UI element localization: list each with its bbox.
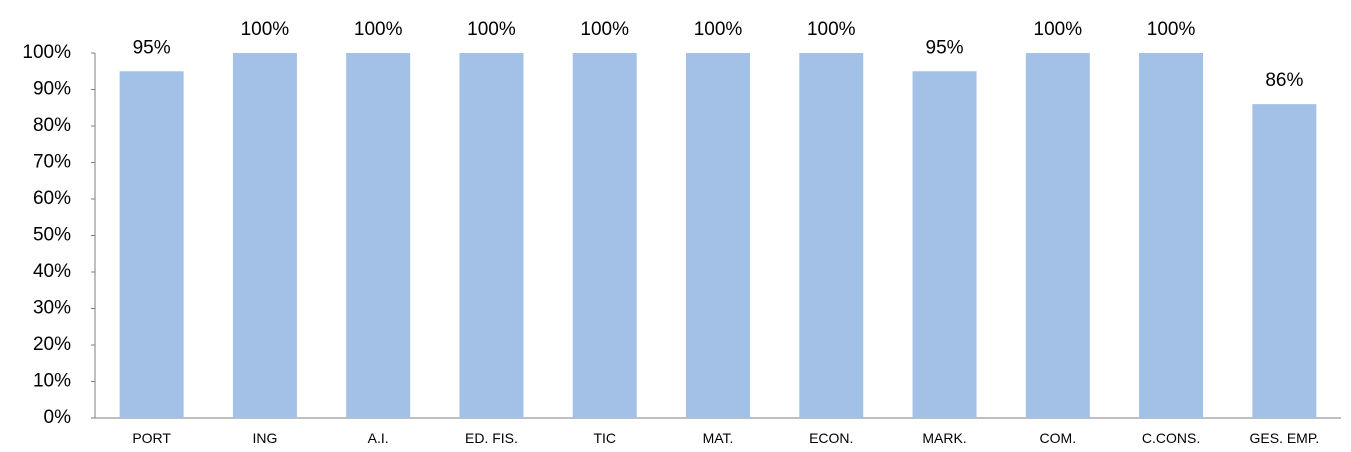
x-tick-label: ECON. xyxy=(809,430,853,446)
data-label: 95% xyxy=(926,37,964,58)
bars xyxy=(119,53,1317,418)
y-axis: 0% 10% 20% 30% 40% 50% 60% 70% 80% 90% 100% xyxy=(22,42,96,428)
bar xyxy=(572,53,637,418)
bar xyxy=(912,71,977,418)
x-tick-label: GES. EMP. xyxy=(1249,430,1319,446)
y-tick-label: 30% xyxy=(33,298,71,319)
x-tick-label: TIC xyxy=(593,430,616,446)
bar xyxy=(1252,104,1317,418)
x-tick-label: C.CONS. xyxy=(1142,430,1200,446)
x-tick-label: MAT. xyxy=(703,430,734,446)
y-tick-label: 50% xyxy=(33,225,71,246)
x-tick-label: ED. FIS. xyxy=(465,430,518,446)
x-tick-label: ING xyxy=(252,430,277,446)
data-label: 100% xyxy=(1147,19,1196,40)
y-tick-label: 10% xyxy=(33,371,71,392)
bar xyxy=(799,53,864,418)
data-label: 100% xyxy=(354,19,403,40)
data-label: 100% xyxy=(241,19,290,40)
data-label: 100% xyxy=(467,19,516,40)
data-label: 100% xyxy=(580,19,629,40)
bar xyxy=(119,71,184,418)
x-tick-label: PORT xyxy=(132,430,171,446)
data-label: 100% xyxy=(1034,19,1083,40)
x-axis: PORT ING A.I. ED. FIS. TIC MAT. ECON. MARK. COM.… xyxy=(95,417,1341,446)
data-label: 95% xyxy=(133,37,171,58)
bar xyxy=(1025,53,1090,418)
y-tick-label: 70% xyxy=(33,152,71,173)
bar xyxy=(232,53,297,418)
data-label: 100% xyxy=(807,19,856,40)
y-tick-label: 0% xyxy=(44,407,72,428)
bar xyxy=(459,53,524,418)
bar xyxy=(686,53,750,418)
data-label: 100% xyxy=(694,19,743,40)
bar xyxy=(346,53,411,418)
x-tick-label: MARK. xyxy=(922,430,966,446)
data-label: 86% xyxy=(1265,70,1303,91)
y-tick-label: 20% xyxy=(33,334,71,355)
data-labels: 95% 100% 100% 100% 100% 100% 100% 95% 100% 100% 86… xyxy=(133,19,1304,91)
y-tick-label: 60% xyxy=(33,188,71,209)
x-tick-label: COM. xyxy=(1040,430,1077,446)
y-tick-label: 40% xyxy=(33,261,71,282)
y-tick-label: 100% xyxy=(22,42,71,63)
bar xyxy=(1139,53,1204,418)
y-tick-label: 90% xyxy=(33,79,71,100)
x-tick-label: A.I. xyxy=(368,430,389,446)
y-tick-label: 80% xyxy=(33,115,71,136)
